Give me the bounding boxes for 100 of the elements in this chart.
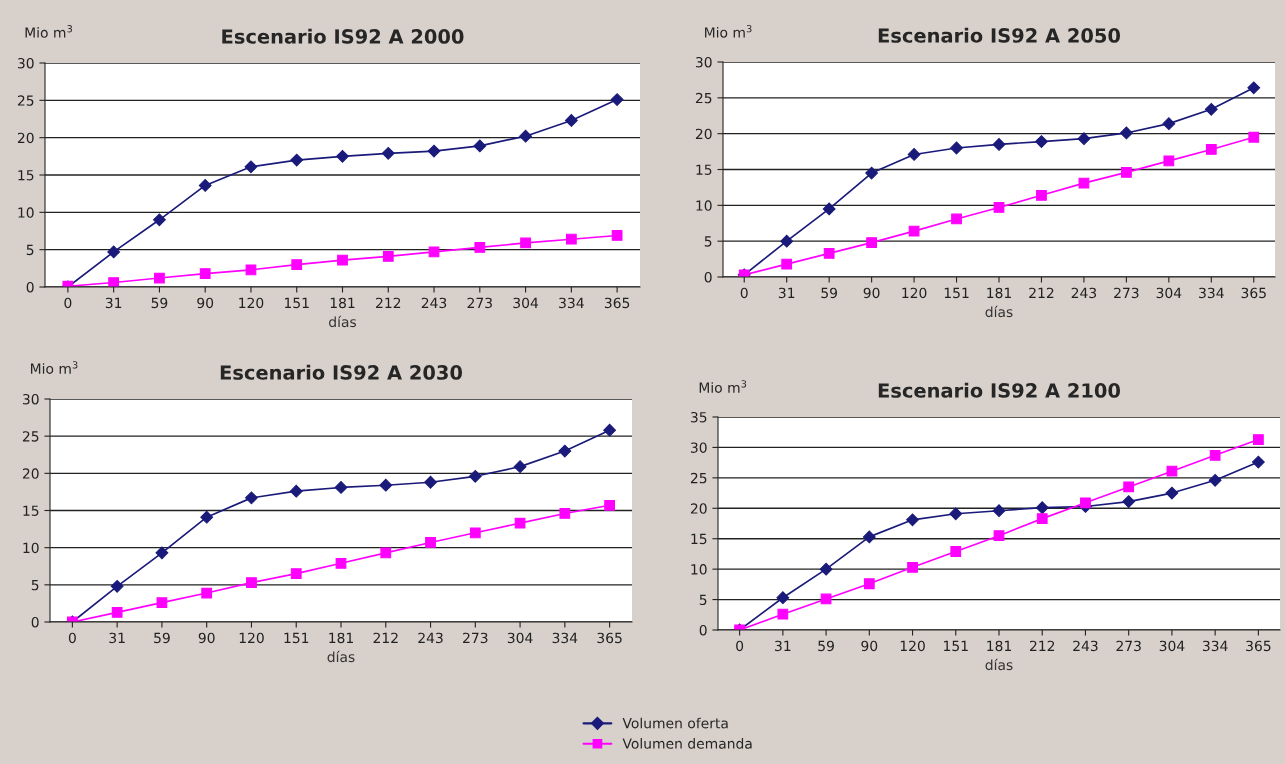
y-tick-label: 30 — [17, 57, 34, 69]
point — [1253, 434, 1264, 445]
x-tick-label: 120 — [900, 640, 925, 652]
point — [334, 481, 348, 494]
point — [1165, 486, 1179, 500]
legend-label: Volumen oferta — [622, 717, 728, 729]
point — [777, 608, 789, 620]
y-tick-label: 15 — [23, 505, 39, 516]
point — [246, 577, 257, 588]
point — [1166, 465, 1178, 477]
point — [949, 507, 963, 521]
y-tick-label: 10 — [691, 564, 707, 575]
y-tick-label: 25 — [22, 431, 39, 442]
point — [155, 546, 169, 560]
x-tick-label: 31 — [775, 640, 791, 652]
point — [1035, 501, 1049, 515]
point — [336, 149, 349, 163]
x-tick-label: 0 — [736, 640, 744, 652]
x-tick-label: 181 — [329, 632, 353, 644]
point — [951, 213, 962, 225]
x-tick-label: 0 — [68, 632, 76, 644]
y-tick-label: 30 — [690, 442, 707, 453]
x-tick-label: 243 — [1073, 640, 1098, 652]
x-tick-label: 243 — [1071, 287, 1097, 299]
x-tick-label: 365 — [1246, 640, 1271, 652]
point — [1035, 135, 1048, 148]
point — [610, 93, 624, 106]
point — [1162, 117, 1176, 131]
point — [201, 587, 213, 599]
x-tick-label: 181 — [987, 287, 1011, 299]
x-tick-label: 334 — [552, 632, 578, 644]
y-tick-label: 35 — [690, 411, 707, 423]
chart-title: Escenario IS92 A 2030 — [220, 364, 463, 380]
point — [1036, 513, 1048, 525]
point — [780, 234, 794, 248]
point — [559, 508, 571, 519]
x-tick-label: 151 — [284, 632, 309, 644]
point — [156, 597, 168, 609]
point — [1205, 144, 1217, 155]
point — [1080, 497, 1091, 509]
y-tick-label: 0 — [31, 616, 39, 628]
x-tick-label: 120 — [239, 632, 264, 644]
x-tick-label: 120 — [902, 287, 927, 299]
point — [863, 578, 875, 590]
point — [862, 530, 876, 544]
x-tick-label: 59 — [151, 297, 168, 309]
point — [520, 237, 531, 249]
x-tick-label: 273 — [1114, 287, 1139, 299]
y-tick-label: 15 — [691, 533, 707, 545]
point — [110, 579, 124, 593]
point — [337, 254, 348, 266]
x-tick-label: 59 — [821, 287, 838, 299]
point — [1247, 81, 1261, 95]
point — [865, 166, 879, 180]
x-tick-label: 181 — [330, 297, 355, 309]
y-tick-label: 30 — [22, 393, 39, 405]
x-tick-label: 212 — [1029, 640, 1055, 651]
point — [469, 527, 481, 539]
point — [992, 138, 1006, 151]
x-tick-label: 151 — [944, 640, 968, 652]
point — [604, 499, 615, 511]
x-tick-label: 365 — [597, 632, 622, 644]
y-axis-title: Mio m$^{3}$ — [699, 380, 747, 393]
x-tick-label: 243 — [421, 297, 447, 309]
x-tick-label: 273 — [467, 297, 492, 309]
point — [289, 484, 303, 498]
x-tick-label: 334 — [1202, 640, 1228, 652]
x-tick-label: 273 — [1116, 640, 1141, 652]
point — [611, 230, 623, 241]
x-tick-label: 181 — [987, 640, 1011, 652]
point — [382, 251, 394, 262]
y-tick-label: 15 — [696, 164, 712, 175]
point — [906, 513, 919, 527]
x-tick-label: 151 — [944, 287, 969, 299]
point — [199, 268, 211, 279]
point — [819, 562, 833, 576]
y-tick-label: 20 — [17, 132, 34, 144]
point — [380, 547, 392, 559]
chart-title: Escenario IS92 A 2100 — [878, 382, 1121, 398]
point — [866, 237, 877, 248]
point — [244, 160, 258, 174]
point — [514, 517, 526, 529]
x-tick-label: 365 — [604, 297, 630, 309]
point — [907, 561, 918, 573]
y-tick-label: 5 — [699, 594, 707, 606]
x-tick-label: 90 — [197, 297, 214, 309]
point — [379, 478, 393, 492]
y-tick-label: 25 — [690, 472, 707, 484]
point — [200, 510, 214, 524]
point — [107, 245, 121, 259]
y-tick-label: 25 — [695, 92, 712, 104]
y-tick-label: 20 — [695, 128, 712, 140]
point — [519, 129, 532, 143]
x-tick-label: 59 — [154, 632, 170, 644]
point — [1121, 166, 1132, 178]
point — [291, 259, 303, 270]
x-tick-label: 365 — [1241, 287, 1266, 299]
x-tick-label: 243 — [418, 632, 443, 644]
point — [1036, 189, 1047, 201]
x-tick-label: 120 — [239, 297, 264, 309]
